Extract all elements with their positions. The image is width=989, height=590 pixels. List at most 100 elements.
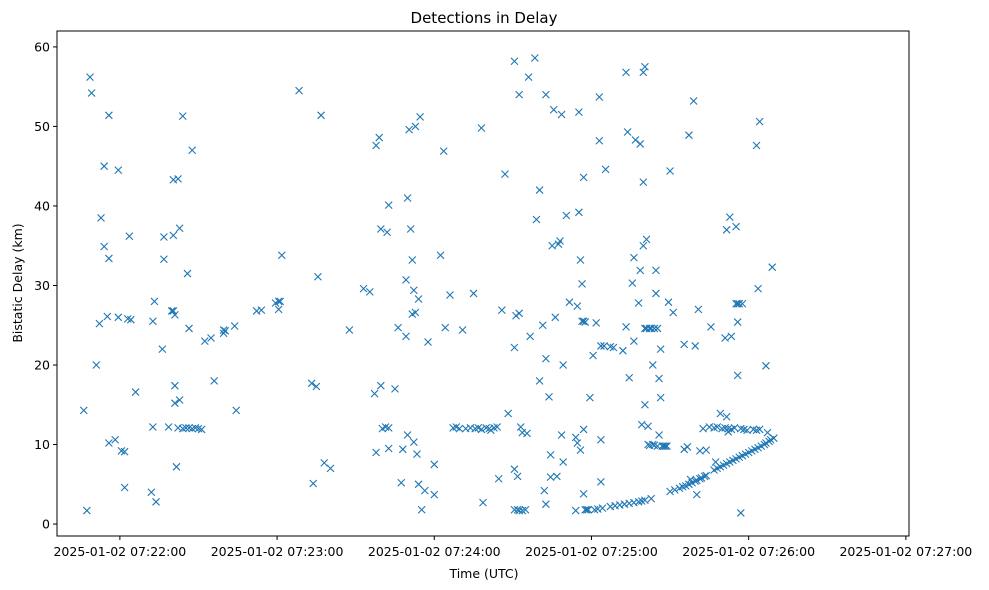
data-point bbox=[630, 253, 638, 262]
data-point bbox=[104, 254, 113, 263]
data-point bbox=[504, 409, 513, 418]
data-point bbox=[405, 125, 414, 134]
data-point bbox=[685, 131, 693, 140]
data-point bbox=[732, 299, 740, 308]
data-point bbox=[100, 242, 109, 251]
data-point bbox=[663, 442, 671, 451]
data-point bbox=[559, 458, 568, 466]
data-point bbox=[416, 113, 425, 121]
data-point bbox=[221, 326, 230, 335]
data-point bbox=[345, 326, 354, 334]
data-point bbox=[406, 225, 415, 233]
data-point bbox=[523, 429, 531, 438]
data-point bbox=[408, 256, 417, 264]
data-point bbox=[733, 318, 742, 326]
chart-title: Detections in Delay bbox=[411, 9, 558, 27]
y-axis: 0 10 20 30 40 50 60 bbox=[34, 39, 57, 532]
data-point bbox=[546, 450, 555, 459]
data-point bbox=[541, 354, 550, 363]
data-point bbox=[622, 68, 630, 77]
data-point bbox=[639, 178, 648, 186]
data-point bbox=[257, 306, 266, 315]
data-point bbox=[576, 446, 585, 454]
data-point bbox=[696, 447, 704, 455]
data-point bbox=[430, 460, 439, 469]
data-point bbox=[619, 346, 627, 355]
data-point bbox=[188, 146, 197, 155]
data-point bbox=[647, 494, 656, 503]
data-point bbox=[365, 287, 374, 296]
data-point bbox=[87, 89, 96, 97]
data-point bbox=[171, 311, 179, 319]
data-point bbox=[650, 324, 659, 333]
data-point bbox=[641, 496, 649, 505]
data-point bbox=[637, 420, 646, 429]
data-point bbox=[652, 289, 660, 298]
data-point bbox=[277, 251, 286, 260]
data-point bbox=[754, 284, 762, 293]
data-point bbox=[372, 141, 380, 150]
data-point bbox=[666, 487, 674, 496]
data-point bbox=[359, 284, 368, 293]
data-point bbox=[530, 54, 539, 62]
y-tick-label: 0 bbox=[42, 517, 50, 532]
data-point bbox=[722, 412, 731, 421]
data-point bbox=[702, 471, 711, 480]
data-point bbox=[666, 167, 674, 175]
data-point bbox=[743, 426, 751, 435]
data-point bbox=[314, 272, 322, 281]
data-point bbox=[312, 382, 321, 391]
x-tick-label: 2025-01-02 07:26:00 bbox=[682, 544, 815, 559]
data-point bbox=[769, 434, 778, 443]
data-point bbox=[752, 141, 761, 150]
data-point bbox=[733, 371, 742, 380]
data-point bbox=[598, 504, 607, 513]
data-point bbox=[197, 425, 206, 434]
data-point bbox=[171, 399, 179, 408]
data-point bbox=[694, 305, 703, 314]
data-point bbox=[402, 276, 410, 284]
data-point bbox=[721, 334, 729, 342]
data-point bbox=[413, 450, 421, 458]
data-point bbox=[383, 228, 391, 237]
data-point bbox=[92, 361, 101, 369]
data-point bbox=[526, 332, 535, 341]
data-point bbox=[436, 251, 445, 260]
data-point bbox=[636, 140, 645, 148]
data-point bbox=[702, 446, 711, 454]
x-tick-label: 2025-01-02 07:25:00 bbox=[525, 544, 658, 559]
data-point bbox=[755, 425, 764, 434]
data-point bbox=[510, 343, 519, 352]
data-point bbox=[597, 342, 605, 350]
data-point bbox=[172, 462, 181, 471]
data-point bbox=[763, 428, 772, 437]
data-point bbox=[670, 485, 679, 494]
data-point bbox=[557, 431, 566, 439]
data-point bbox=[579, 489, 588, 498]
data-point bbox=[430, 490, 439, 499]
data-point bbox=[576, 256, 585, 264]
data-point bbox=[551, 313, 560, 322]
data-point bbox=[169, 231, 178, 240]
data-point bbox=[477, 124, 486, 132]
data-point bbox=[762, 361, 770, 370]
data-point bbox=[160, 233, 168, 241]
data-point bbox=[732, 222, 740, 231]
data-point bbox=[623, 128, 632, 136]
data-point bbox=[439, 147, 448, 155]
data-point bbox=[441, 323, 450, 332]
data-point bbox=[707, 322, 715, 331]
data-point bbox=[376, 381, 385, 390]
data-point bbox=[571, 506, 580, 515]
data-point bbox=[516, 423, 525, 431]
data-point bbox=[535, 377, 544, 385]
data-point bbox=[510, 465, 519, 474]
data-point bbox=[562, 211, 571, 220]
data-point bbox=[548, 241, 557, 250]
data-point bbox=[659, 442, 668, 451]
x-axis-label: Time (UTC) bbox=[448, 566, 518, 581]
x-tick-label: 2025-01-02 07:24:00 bbox=[368, 544, 501, 559]
data-point bbox=[100, 162, 109, 171]
data-point bbox=[86, 73, 94, 82]
